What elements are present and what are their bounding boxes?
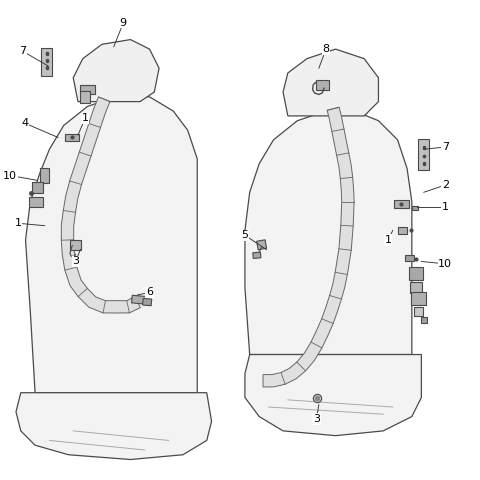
Bar — [410, 282, 421, 293]
Bar — [132, 295, 145, 304]
Polygon shape — [73, 39, 159, 102]
Text: 1: 1 — [82, 113, 89, 123]
Polygon shape — [16, 393, 212, 459]
Text: 7: 7 — [20, 47, 27, 57]
Text: 5: 5 — [241, 230, 249, 240]
Bar — [394, 200, 408, 208]
Polygon shape — [245, 111, 412, 355]
Bar — [71, 240, 81, 250]
Polygon shape — [283, 49, 378, 116]
Text: 1: 1 — [15, 218, 22, 228]
Bar — [397, 227, 407, 234]
Bar — [253, 252, 261, 258]
Text: 3: 3 — [313, 414, 320, 424]
Polygon shape — [263, 107, 354, 387]
Text: 7: 7 — [442, 142, 449, 152]
Bar — [414, 307, 423, 316]
Text: 10: 10 — [438, 259, 452, 269]
FancyBboxPatch shape — [418, 139, 430, 170]
Bar — [408, 267, 423, 280]
Polygon shape — [61, 97, 140, 313]
Bar — [405, 255, 414, 262]
Bar — [65, 133, 79, 141]
Bar — [32, 181, 43, 193]
Text: 3: 3 — [72, 256, 79, 266]
Text: 10: 10 — [3, 170, 17, 180]
Text: 4: 4 — [21, 118, 28, 128]
Bar — [29, 197, 43, 206]
Text: 6: 6 — [146, 288, 153, 298]
Bar — [80, 91, 90, 103]
Bar — [257, 240, 266, 250]
Bar — [412, 205, 418, 210]
Bar — [315, 80, 329, 90]
Text: 1: 1 — [442, 202, 449, 212]
Text: 8: 8 — [323, 44, 330, 54]
Text: 2: 2 — [442, 180, 449, 190]
Polygon shape — [245, 355, 421, 436]
Bar — [143, 299, 152, 306]
Polygon shape — [25, 97, 197, 393]
Text: 9: 9 — [120, 18, 127, 28]
Bar — [411, 291, 426, 305]
Bar — [421, 317, 427, 323]
FancyBboxPatch shape — [41, 48, 52, 76]
Bar — [40, 168, 49, 183]
Text: 1: 1 — [384, 235, 392, 245]
Bar — [80, 85, 95, 94]
